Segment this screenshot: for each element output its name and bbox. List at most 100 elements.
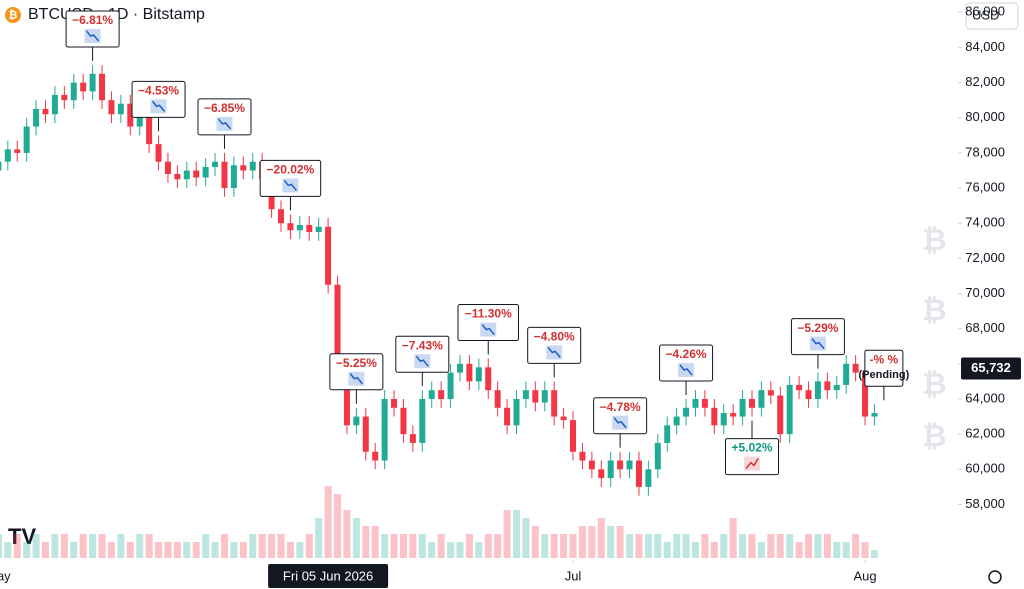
candle-body — [428, 390, 435, 399]
volume-bar — [164, 542, 172, 558]
x-tick-label: Aug — [853, 568, 876, 583]
candle-body — [372, 451, 379, 461]
candle-body — [240, 165, 247, 171]
y-tick-label: 84,000 — [965, 39, 1005, 54]
volume-bar — [635, 534, 643, 558]
volume-bar — [654, 534, 662, 558]
volume-bar — [51, 534, 59, 558]
candle-body — [579, 451, 586, 461]
candle-body — [494, 390, 501, 408]
candle-body — [692, 398, 699, 408]
volume-bar — [183, 542, 191, 558]
volume-bar — [541, 534, 549, 558]
candle-body — [278, 209, 284, 224]
y-tick-label: 64,000 — [965, 390, 1005, 405]
volume-bar — [814, 534, 822, 558]
settings-icon[interactable] — [988, 570, 1002, 584]
volume-bar — [107, 542, 115, 558]
candle-body — [391, 398, 398, 408]
volume-bar — [352, 518, 360, 558]
candle-body — [701, 398, 708, 408]
annotation-label: −20.02% — [267, 163, 315, 177]
candle-body — [777, 395, 784, 435]
volume-bar — [767, 534, 775, 558]
candle-body — [306, 224, 313, 233]
candle-body — [334, 284, 341, 364]
candle-body — [551, 390, 558, 417]
volume-bar — [296, 542, 304, 558]
volume-bar — [136, 534, 144, 558]
annotation-icon — [745, 458, 759, 470]
candle-body — [61, 94, 68, 101]
volume-bar — [569, 534, 577, 558]
candle-body — [447, 372, 454, 399]
volume-bar — [79, 534, 87, 558]
crosshair-date-bg — [268, 564, 389, 588]
candle-body — [296, 224, 303, 231]
volume-bar — [409, 534, 417, 558]
annotation: -% % (Pending) — [859, 349, 910, 387]
candle-body — [438, 390, 445, 399]
candle-body — [786, 384, 793, 435]
volume-bar — [607, 526, 615, 558]
volume-bar — [776, 534, 784, 558]
volume-bar — [315, 518, 323, 558]
volume-bar — [399, 534, 407, 558]
volume-bar — [230, 542, 238, 558]
volume-bar — [560, 534, 568, 558]
candle-body — [570, 420, 577, 452]
volume-bar — [852, 534, 860, 558]
candle-body — [862, 372, 869, 417]
volume-bar — [522, 518, 530, 558]
candle-body — [51, 94, 58, 115]
candle-body — [400, 407, 407, 435]
volume-bar — [145, 534, 153, 558]
annotation: −7.43% — [395, 335, 450, 373]
volume-bar — [98, 534, 106, 558]
volume-bar — [531, 526, 539, 558]
volume-bar — [202, 534, 210, 558]
volume-bar — [786, 534, 794, 558]
volume-bar — [757, 542, 765, 558]
candle-body — [193, 170, 200, 178]
volume-bar — [644, 534, 652, 558]
candle-body — [814, 381, 821, 399]
candle-body — [14, 149, 21, 153]
candle-body — [532, 390, 539, 403]
y-tick-label: 86,000 — [965, 4, 1005, 19]
candle-body — [155, 144, 162, 162]
volume-bar — [23, 542, 31, 558]
candle-body — [805, 390, 812, 399]
candle-body — [504, 407, 511, 426]
candle-body — [720, 413, 727, 426]
annotation-label: −5.25% — [336, 356, 377, 370]
y-tick-label: 72,000 — [965, 250, 1005, 265]
candle-body — [249, 161, 256, 171]
candle-body — [183, 170, 190, 180]
candle-body — [80, 82, 87, 92]
volume-bar — [220, 534, 228, 558]
volume-bar — [597, 518, 605, 558]
volume-bar — [428, 542, 436, 558]
currency-label[interactable]: USD — [972, 7, 999, 22]
volume-bar — [673, 534, 681, 558]
candle-body — [70, 82, 77, 101]
currency-button[interactable] — [965, 2, 1019, 30]
volume-bar — [32, 534, 40, 558]
candle-body — [89, 73, 96, 92]
candle-body — [362, 416, 369, 452]
candle-body — [117, 103, 124, 115]
annotation-label: -% % — [870, 352, 899, 366]
volume-bar — [720, 534, 728, 558]
candle-body — [287, 223, 294, 231]
annotation-label: −6.85% — [204, 101, 245, 115]
candle-body — [202, 166, 209, 178]
annotation-icon — [613, 417, 627, 429]
watermark: ₿ — [922, 420, 946, 453]
volume-bar — [503, 510, 511, 558]
candle-body — [730, 413, 737, 417]
candle-body — [33, 108, 40, 127]
candle-body — [108, 100, 115, 115]
candle-body — [146, 108, 153, 145]
